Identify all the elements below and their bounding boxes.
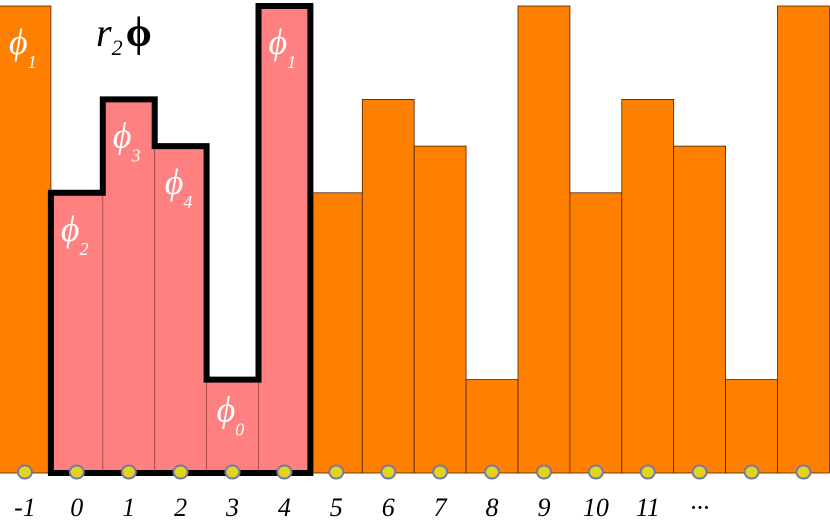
highlight-outline xyxy=(47,3,314,476)
sample-point-9 xyxy=(536,464,552,480)
bar-··· xyxy=(673,145,727,474)
sample-point-0 xyxy=(68,464,85,480)
sample-points-layer xyxy=(16,464,812,480)
bar-end-15 xyxy=(777,5,830,474)
index-labels-layer: -1 0 1 2 3 4 5 6 7 8 9 10 11 ··· xyxy=(14,493,709,522)
sample-point-··· xyxy=(691,464,708,480)
sample-point-11 xyxy=(639,464,656,480)
sample-point-7 xyxy=(432,464,449,480)
title-r: r xyxy=(96,10,112,55)
index-label-···: ··· xyxy=(690,493,710,522)
phi-label-3: ϕ0 xyxy=(217,390,245,440)
index-label-6: 6 xyxy=(382,493,395,522)
sample-point-2 xyxy=(172,464,189,480)
sample-point-end-15 xyxy=(795,464,812,480)
sample-point-4 xyxy=(276,464,293,480)
index-label-4: 4 xyxy=(278,493,291,522)
index-label-5: 5 xyxy=(330,493,343,522)
bar-0 xyxy=(50,192,104,474)
index-label-11: 11 xyxy=(636,493,660,522)
title-phi: ϕ xyxy=(126,10,152,56)
bar-4 xyxy=(258,5,311,474)
phi-label-4: ϕ1 xyxy=(269,22,297,72)
bar-1 xyxy=(102,99,156,474)
sample-point-8 xyxy=(484,464,500,480)
bar-7 xyxy=(413,145,467,474)
bar-end-14 xyxy=(725,379,778,474)
phi-label--1: ϕ1 xyxy=(9,22,37,72)
phi-label-0: ϕ2 xyxy=(61,209,89,259)
index-label-3: 3 xyxy=(225,493,239,522)
sample-point-1 xyxy=(120,464,137,480)
index-label-7: 7 xyxy=(434,493,448,522)
title-subscript: 2 xyxy=(112,35,123,60)
bar-5 xyxy=(309,192,363,474)
bar-11 xyxy=(621,99,675,474)
sample-point-5 xyxy=(328,464,345,480)
diagram-title: r2ϕ xyxy=(96,10,152,60)
bar-10 xyxy=(569,192,623,474)
index-label-8: 8 xyxy=(486,493,499,522)
index-label-0: 0 xyxy=(70,493,83,522)
sample-point-end-14 xyxy=(743,464,760,480)
phi-label-2: ϕ4 xyxy=(165,162,193,212)
bar-8 xyxy=(465,379,519,474)
index-label-9: 9 xyxy=(538,493,551,522)
sample-point-10 xyxy=(587,464,604,480)
sample-point-6 xyxy=(380,464,397,480)
bar-6 xyxy=(361,99,415,474)
index-label-10: 10 xyxy=(583,493,609,522)
bar-9 xyxy=(517,5,571,474)
phi-label-1: ϕ3 xyxy=(113,115,141,165)
phi-labels-layer: ϕ1 ϕ2 ϕ3 ϕ4 ϕ0 ϕ1 xyxy=(9,22,296,440)
index-label--1: -1 xyxy=(14,493,36,522)
index-label-2: 2 xyxy=(174,493,187,522)
sample-point-3 xyxy=(224,464,241,480)
bars-layer xyxy=(0,5,830,474)
sample-point--1 xyxy=(16,464,33,480)
bar--1 xyxy=(0,5,52,474)
index-label-1: 1 xyxy=(122,493,135,522)
bar-2 xyxy=(154,145,207,474)
